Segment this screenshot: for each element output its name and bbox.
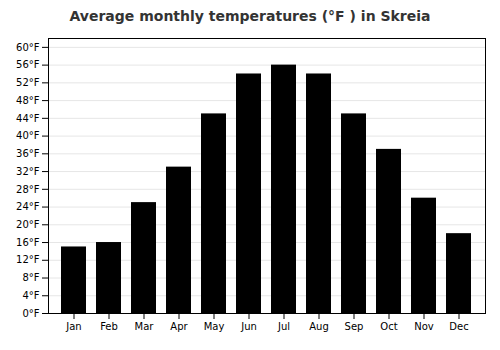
svg-text:0°F: 0°F — [22, 308, 39, 319]
svg-text:36°F: 36°F — [16, 148, 40, 159]
svg-text:56°F: 56°F — [16, 59, 40, 70]
html-text:Average monthly temperatures (: Average monthly temperatures (°F ) in Sk… — [69, 8, 431, 24]
svg-text:32°F: 32°F — [16, 166, 40, 177]
svg-text:Mar: Mar — [135, 321, 155, 332]
svg-text:Oct: Oct — [380, 321, 397, 332]
svg-text:40°F: 40°F — [16, 130, 40, 141]
svg-text:Nov: Nov — [414, 321, 434, 332]
svg-text:12°F: 12°F — [16, 254, 40, 265]
svg-text:Aug: Aug — [309, 321, 329, 332]
svg-text:60°F: 60°F — [16, 42, 40, 53]
svg-text:20°F: 20°F — [16, 219, 40, 230]
svg-text:48°F: 48°F — [16, 95, 40, 106]
svg-text:8°F: 8°F — [22, 272, 39, 283]
svg-text:Sep: Sep — [345, 321, 364, 332]
svg-text:May: May — [204, 321, 225, 332]
svg-text:Jun: Jun — [240, 321, 257, 332]
svg-text:28°F: 28°F — [16, 184, 40, 195]
svg-text:24°F: 24°F — [16, 201, 40, 212]
svg-text:Jan: Jan — [65, 321, 81, 332]
svg-text:Jul: Jul — [277, 321, 290, 332]
svg-text:44°F: 44°F — [16, 113, 40, 124]
svg-text:Dec: Dec — [449, 321, 468, 332]
svg-text:Apr: Apr — [170, 321, 188, 332]
svg-text:16°F: 16°F — [16, 237, 40, 248]
svg-text:52°F: 52°F — [16, 77, 40, 88]
svg-text:Feb: Feb — [100, 321, 118, 332]
svg-text:4°F: 4°F — [22, 290, 39, 301]
